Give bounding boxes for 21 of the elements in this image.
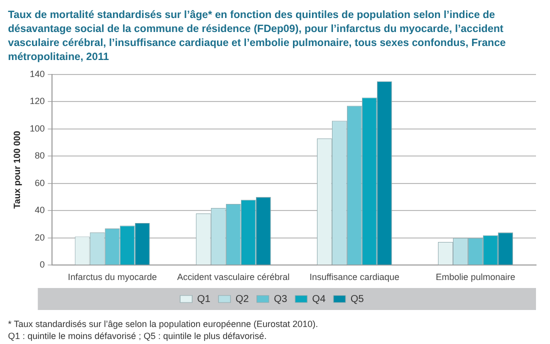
legend-label: Q4	[312, 294, 326, 305]
y-tick-label: 40	[34, 205, 45, 216]
y-tick-label: 0	[40, 260, 45, 270]
legend-label: Q5	[350, 294, 364, 305]
legend-label: Q3	[274, 294, 288, 305]
chart-title: Taux de mortalité standardisés sur l’âge* en fonction des quintiles de population selon l’indice de désavantage social de la commune de résidence (FDep09), pour l’infarctus du myocarde, l’accident vasculaire cérébral, l’insuffisance cardiaque et l’embolie pulmonaire, tous sexes confondus, France métropolitaine, 2011	[8, 8, 507, 64]
y-tick-label: 20	[34, 232, 45, 242]
x-tick-label: Embolie pulmonaire	[436, 272, 516, 282]
text: Q1 : quintile le moins défavorisé ; Q5 : quintile le plus défavorisé.	[8, 330, 268, 342]
y-axis-title: Taux pour 100 000	[12, 130, 22, 209]
x-tick-label: Insuffisance cardiaque	[309, 272, 400, 282]
x-tick-label: Infarctus du myocarde	[68, 272, 157, 282]
y-tick-label: 100	[30, 123, 45, 134]
y-tick-label: 60	[34, 178, 45, 188]
text: * Taux standardisés sur l’âge selon la population européenne (Eurostat 2010).	[8, 318, 320, 330]
x-tick-label: Accident vasculaire cérébral	[177, 272, 290, 282]
legend-label: Q2	[235, 294, 250, 305]
legend-label: Q1	[197, 294, 211, 305]
y-tick-label: 140	[30, 68, 45, 79]
y-tick-label: 120	[30, 96, 45, 106]
y-tick-label: 80	[34, 150, 45, 161]
